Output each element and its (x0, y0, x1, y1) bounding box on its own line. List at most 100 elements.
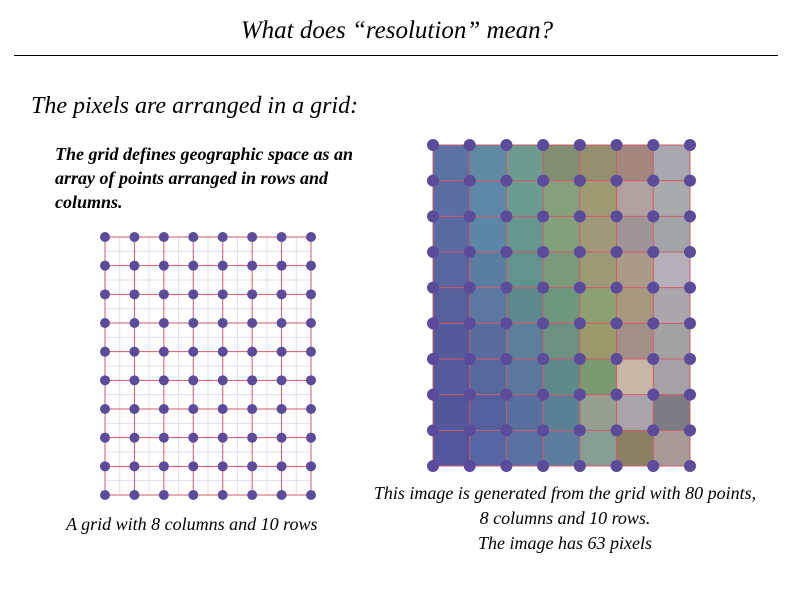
raster-grid-point (463, 139, 476, 151)
grid-point (217, 432, 228, 443)
raster-pixel (579, 359, 618, 396)
raster-grid-point (684, 460, 696, 472)
grid-point (100, 461, 110, 472)
raster-grid-point (463, 424, 476, 437)
grid-point (276, 289, 287, 300)
raster-pixel (469, 252, 507, 289)
raster-pixel (579, 287, 618, 324)
raster-grid-point (537, 388, 550, 401)
raster-pixel (579, 180, 618, 217)
grid-point (188, 404, 199, 414)
raster-grid-point (684, 139, 696, 151)
grid-point (217, 318, 228, 328)
raster-pixel (433, 430, 471, 467)
grid-point (306, 232, 316, 242)
grid-point (188, 318, 199, 328)
grid-point (188, 260, 199, 271)
raster-pixel (653, 180, 691, 217)
grid-point (158, 260, 169, 271)
raster-image-caption: This image is generated from the grid wi… (340, 481, 790, 556)
raster-pixel (433, 145, 471, 182)
grid-point (158, 490, 169, 500)
raster-grid-point (463, 210, 476, 223)
raster-grid-point (610, 317, 623, 330)
grid-point (100, 318, 110, 328)
grid-point (100, 346, 110, 357)
grid-point (129, 461, 140, 472)
grid-point (276, 404, 287, 414)
raster-grid-point (573, 281, 586, 294)
grid-point (306, 318, 316, 328)
grid-point (129, 260, 140, 271)
raster-grid-point (610, 139, 623, 151)
raster-grid-point (500, 388, 513, 401)
raster-grid-point (500, 460, 513, 472)
raster-pixel (653, 252, 691, 289)
raster-grid-point (427, 281, 439, 294)
raster-pixel (616, 394, 654, 431)
grid-point (158, 289, 169, 300)
raster-grid-point (647, 281, 660, 294)
raster-caption-line-2: 8 columns and 10 rows. (479, 508, 651, 528)
raster-pixel (506, 359, 544, 396)
raster-pixel (433, 287, 471, 324)
raster-pixel (616, 287, 654, 324)
raster-grid-point (647, 317, 660, 330)
grid-point (129, 289, 140, 300)
section-heading: The pixels are arranged in a grid: (31, 93, 359, 119)
raster-pixel (469, 145, 507, 182)
raster-grid-point (610, 353, 623, 365)
grid-point (247, 318, 258, 328)
raster-pixel (543, 323, 581, 360)
raster-pixel (653, 394, 691, 431)
raster-grid-point (647, 210, 660, 223)
raster-pixel (543, 180, 581, 217)
grid-point (247, 461, 258, 472)
raster-pixel (469, 180, 507, 217)
raster-grid-point (610, 174, 623, 187)
point-grid-caption: A grid with 8 columns and 10 rows (66, 514, 318, 534)
grid-point (158, 375, 169, 386)
grid-point (100, 404, 110, 414)
raster-grid-point (573, 460, 586, 472)
raster-pixel (579, 430, 618, 467)
raster-grid-point (500, 281, 513, 294)
raster-pixel (543, 216, 581, 253)
grid-point (306, 289, 316, 300)
raster-pixel (616, 145, 654, 182)
raster-pixel (433, 180, 471, 217)
raster-grid-point (500, 174, 513, 187)
grid-point (129, 404, 140, 414)
grid-point (217, 404, 228, 414)
grid-point (158, 432, 169, 443)
raster-grid-point (427, 388, 439, 401)
raster-grid-point (647, 424, 660, 437)
raster-grid-point (684, 210, 696, 223)
raster-pixel (579, 394, 618, 431)
raster-grid-point (573, 174, 586, 187)
raster-pixel (506, 323, 544, 360)
grid-point (188, 375, 199, 386)
raster-grid-point (537, 317, 550, 330)
raster-pixel (433, 359, 471, 396)
grid-point (306, 461, 316, 472)
raster-grid-point (537, 174, 550, 187)
raster-grid-point (427, 210, 439, 223)
raster-grid-point (463, 317, 476, 330)
raster-pixel (543, 287, 581, 324)
raster-grid-point (537, 281, 550, 294)
raster-grid-point (427, 246, 439, 258)
raster-grid-point (427, 353, 439, 365)
grid-point (100, 490, 110, 500)
raster-pixel (506, 287, 544, 324)
raster-grid-point (427, 424, 439, 437)
grid-point (217, 260, 228, 271)
raster-pixel (616, 323, 654, 360)
raster-pixel (506, 252, 544, 289)
raster-pixel (653, 287, 691, 324)
grid-point (247, 232, 258, 242)
raster-pixel (616, 359, 654, 396)
grid-point (217, 289, 228, 300)
